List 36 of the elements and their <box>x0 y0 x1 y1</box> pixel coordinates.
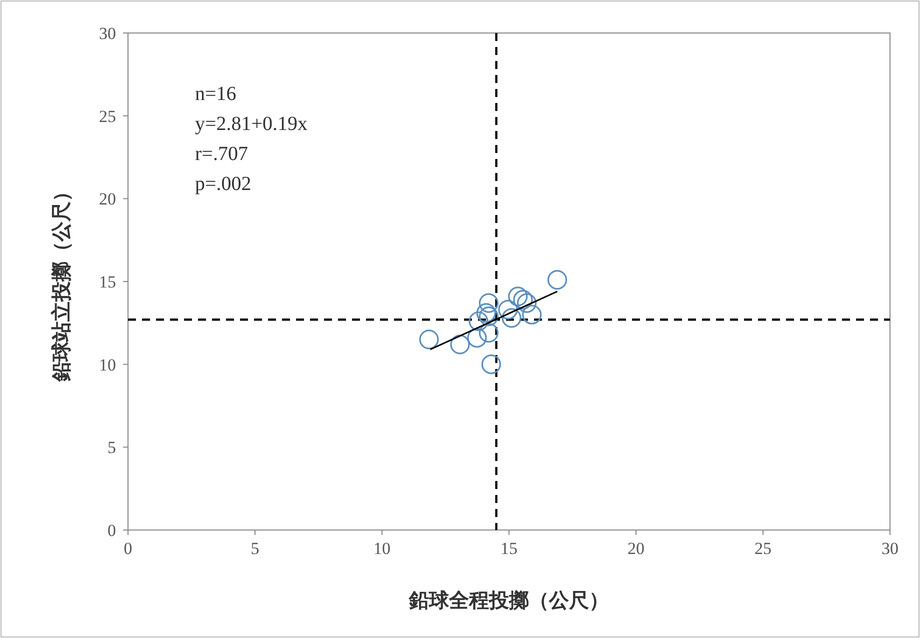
annotation: n=16 <box>195 83 236 105</box>
point <box>468 311 488 332</box>
point <box>467 328 487 348</box>
point <box>508 286 528 306</box>
y-tick-label: 0 <box>108 521 116 540</box>
point <box>516 293 537 313</box>
x-tick-label: 5 <box>250 539 260 558</box>
x-tick-label: 10 <box>374 539 390 558</box>
point <box>478 323 498 343</box>
x-tick-label: 20 <box>628 539 644 558</box>
point <box>481 354 502 374</box>
point <box>498 300 518 320</box>
point <box>478 293 498 313</box>
y-tick-label: 30 <box>99 24 116 43</box>
x-tick-label: 30 <box>882 539 898 558</box>
annotation: p=.002 <box>195 173 252 195</box>
point <box>419 330 439 350</box>
y-tick-label: 20 <box>99 190 116 209</box>
y-tick-label: 25 <box>99 106 116 126</box>
point <box>476 303 496 323</box>
point <box>513 290 533 310</box>
point <box>547 270 568 290</box>
point <box>478 306 498 326</box>
y-tick-label: 15 <box>99 272 116 292</box>
x-tick-label: 25 <box>754 539 772 558</box>
x-axis-title: 鉛球全程投擲（公尺） <box>408 588 609 612</box>
annotation: y=2.81+0.19x <box>195 113 308 135</box>
point <box>522 304 542 324</box>
x-tick-label: 0 <box>124 539 132 558</box>
x-tick-label: 15 <box>500 539 518 558</box>
y-axis-title: 鉛球站立投擲（公尺） <box>49 182 73 382</box>
annotation: r=.707 <box>195 143 248 165</box>
y-tick-label: 5 <box>108 438 116 458</box>
point <box>502 308 522 328</box>
y-tick-label: 10 <box>99 355 116 374</box>
point <box>450 334 470 354</box>
